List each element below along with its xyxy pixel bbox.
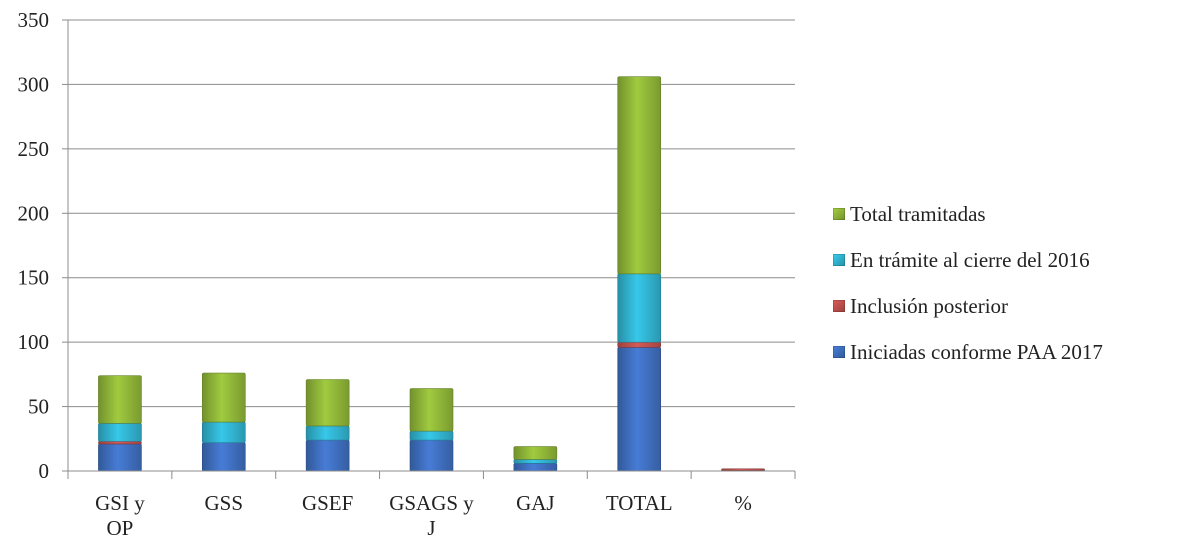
legend-item: Inclusión posterior xyxy=(833,288,1183,324)
legend: Total tramitadas En trámite al cierre del… xyxy=(833,196,1183,380)
bar-segment xyxy=(98,441,142,445)
legend-label: Iniciadas conforme PAA 2017 xyxy=(850,339,1103,364)
legend-item: En trámite al cierre del 2016 xyxy=(833,242,1183,278)
y-tick-label: 100 xyxy=(18,330,50,354)
bar-segment xyxy=(409,439,454,472)
bar-segment xyxy=(98,423,142,442)
x-tick-label: GSS xyxy=(205,491,244,515)
bar-segment xyxy=(617,346,662,472)
legend-item: Total tramitadas xyxy=(833,196,1183,232)
legend-swatch xyxy=(833,346,845,358)
bar-segment xyxy=(98,443,142,472)
bar-segment xyxy=(201,372,246,423)
x-tick-label: GSEF xyxy=(302,491,353,515)
bar-segment xyxy=(98,375,142,424)
bar-segment xyxy=(513,446,558,460)
x-axis: GSI y OP GSS GSEF GSAGS y J GAJ TOTAL% xyxy=(67,20,796,540)
bar-segment xyxy=(617,341,662,348)
legend-label: Inclusión posterior xyxy=(850,293,1009,318)
bar-segment xyxy=(305,379,350,427)
y-tick-label: 250 xyxy=(18,137,50,161)
legend-label: Total tramitadas xyxy=(850,201,986,226)
bar-segment xyxy=(513,462,558,472)
bars xyxy=(98,76,765,472)
bar-segment xyxy=(617,76,662,275)
gridlines xyxy=(68,19,795,472)
x-tick-label: GSI y OP xyxy=(95,491,145,540)
legend-swatch xyxy=(833,208,845,220)
bar-segment xyxy=(305,425,350,441)
y-axis: 0 50 100 150 200 250 300 350 xyxy=(18,8,68,483)
x-tick-label: GAJ xyxy=(516,491,555,515)
y-tick-label: 350 xyxy=(18,8,50,32)
bar-segment xyxy=(201,421,246,443)
bar-segment xyxy=(305,439,350,472)
bar-segment xyxy=(721,468,765,471)
bar-segment xyxy=(409,430,454,441)
legend-label: En trámite al cierre del 2016 xyxy=(850,247,1090,272)
bar-segment xyxy=(201,442,246,472)
y-tick-label: 150 xyxy=(18,266,50,290)
bar-segment xyxy=(409,388,454,432)
x-tick-label: TOTAL xyxy=(606,491,673,515)
legend-swatch xyxy=(833,300,845,312)
y-tick-label: 300 xyxy=(18,72,50,96)
y-tick-label: 200 xyxy=(18,201,50,225)
bar-segment xyxy=(617,273,662,343)
y-tick-label: 50 xyxy=(28,395,49,419)
legend-item: Iniciadas conforme PAA 2017 xyxy=(833,334,1183,370)
x-tick-label: % xyxy=(734,491,752,515)
y-tick-label: 0 xyxy=(39,459,50,483)
bar-segment xyxy=(513,459,558,464)
legend-swatch xyxy=(833,254,845,266)
